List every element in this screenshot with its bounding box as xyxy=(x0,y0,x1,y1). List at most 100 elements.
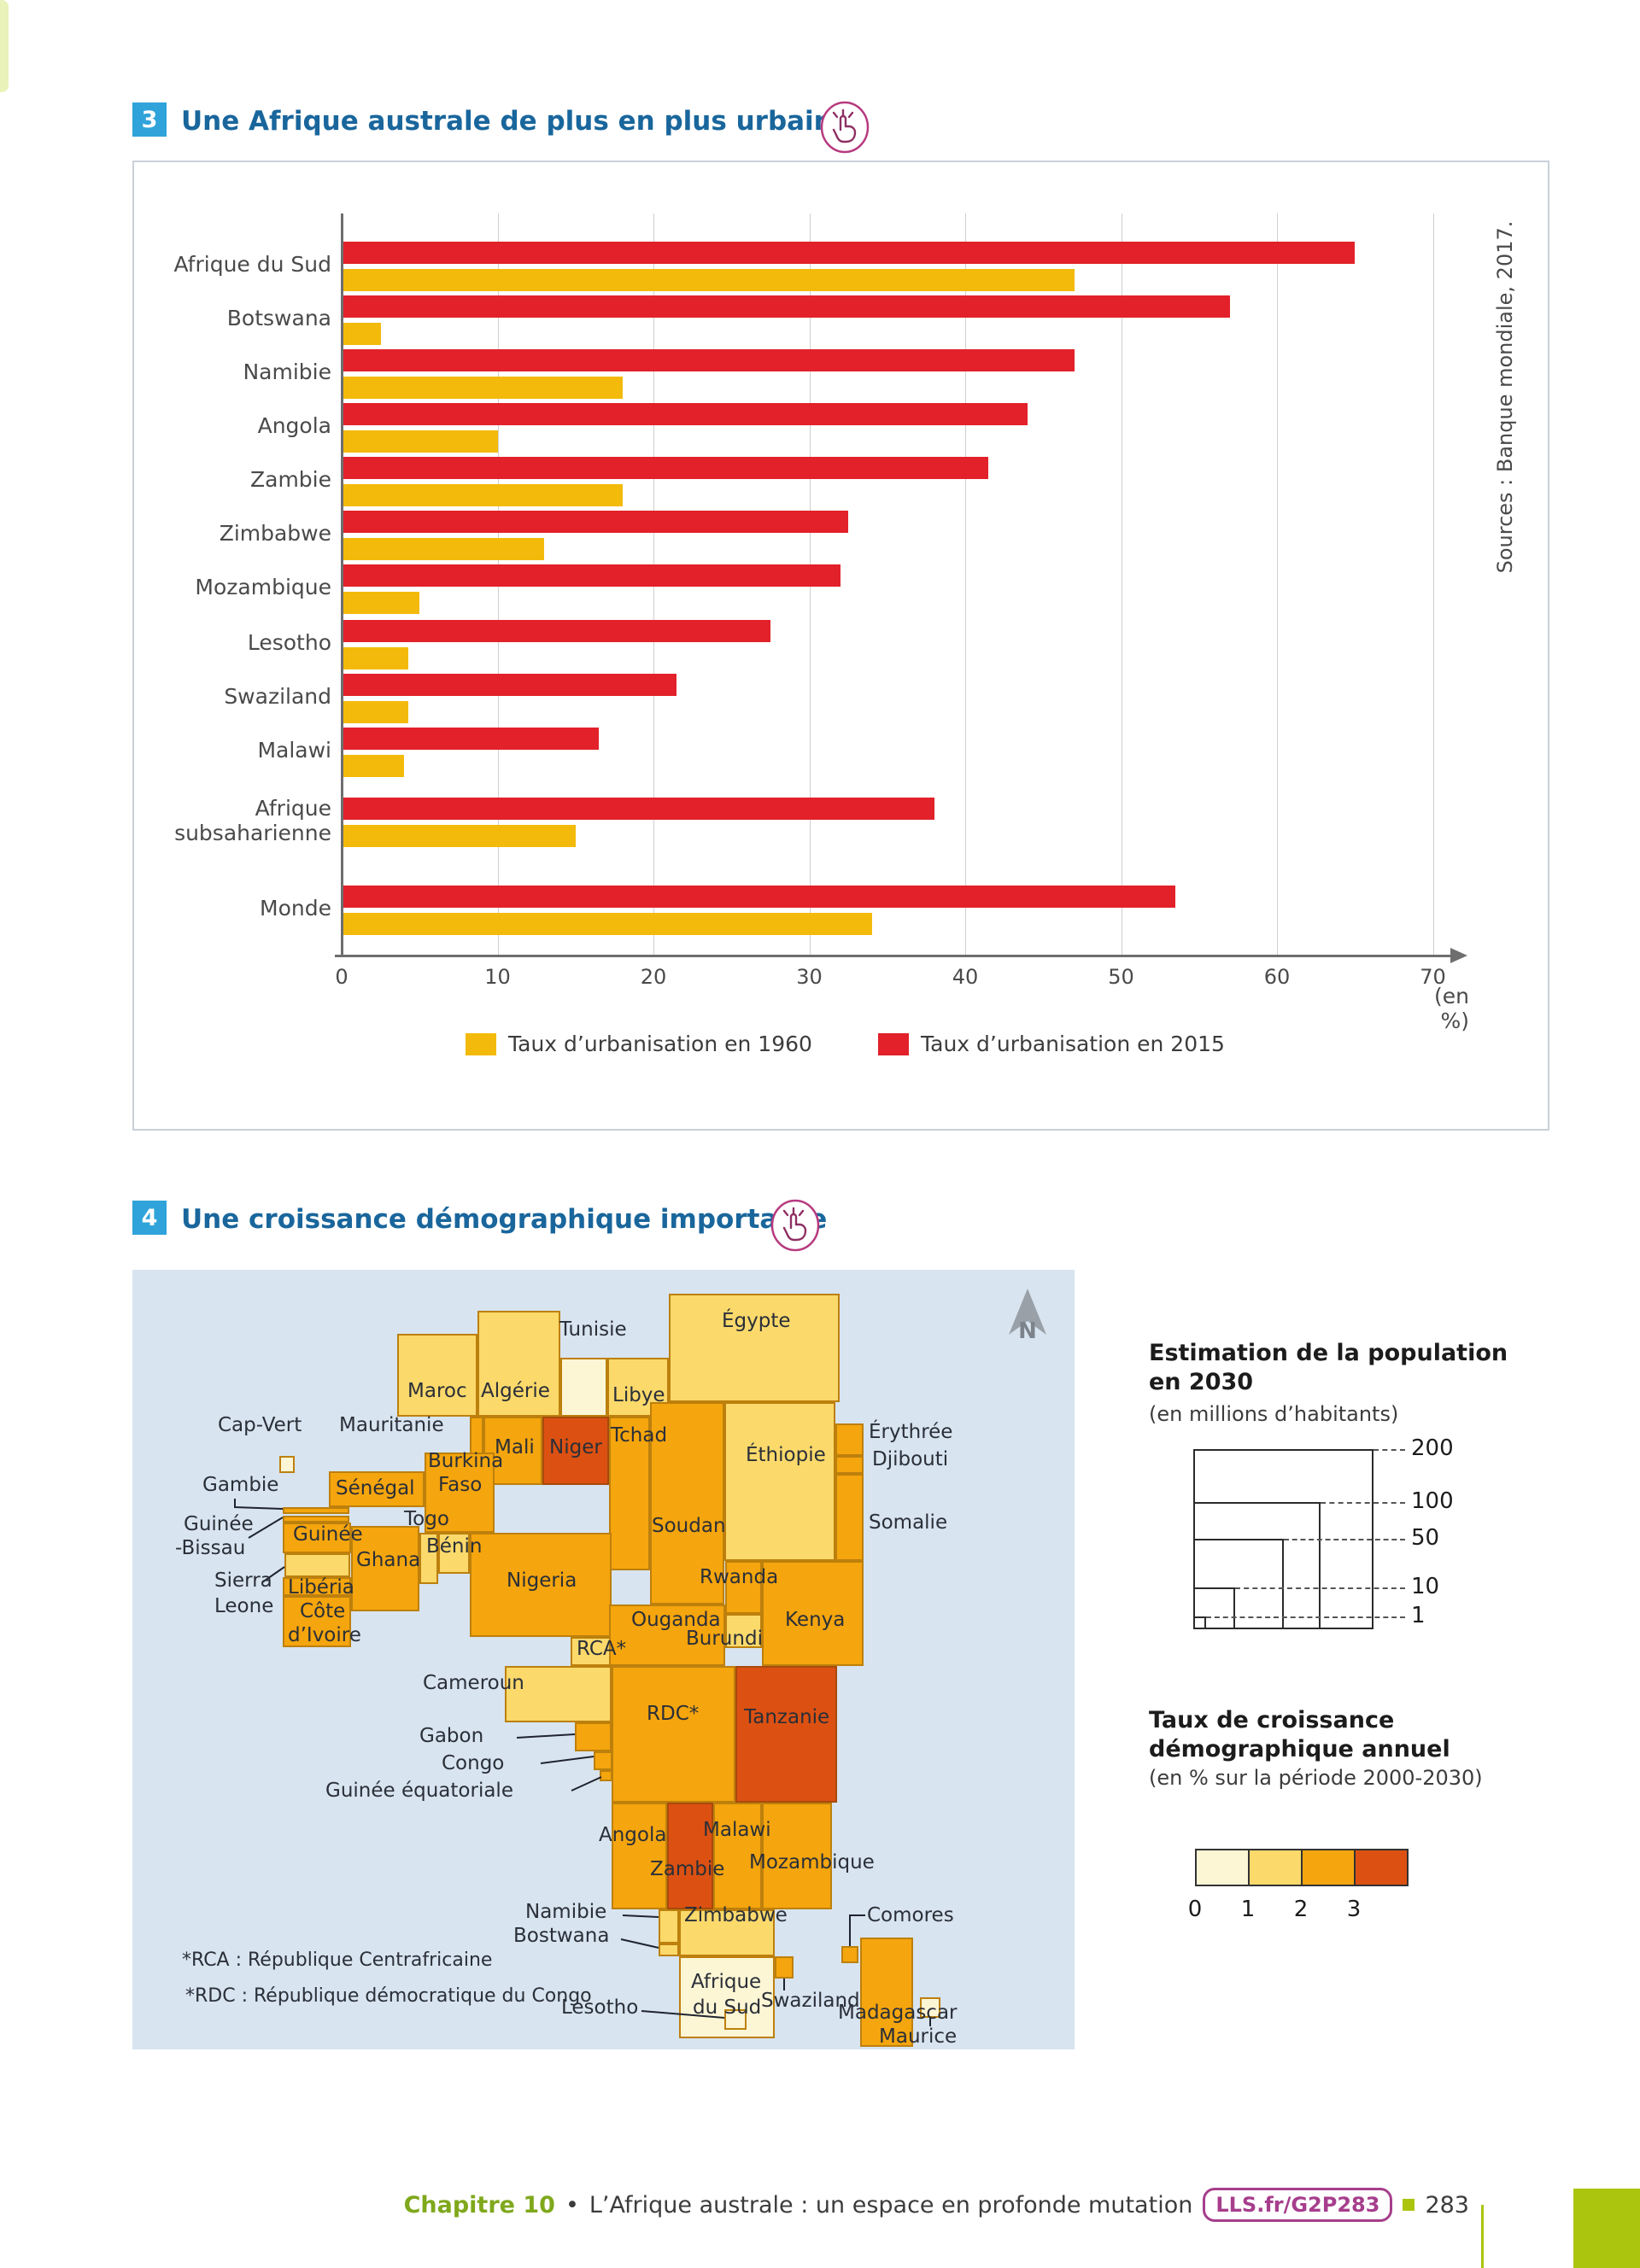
map-label: Lesotho xyxy=(561,1996,639,2019)
axis-unit-label: (en %) xyxy=(1434,984,1469,1033)
leader-line xyxy=(248,1517,284,1539)
country-rect-gabon xyxy=(575,1722,612,1751)
country-rect-kenya xyxy=(762,1561,864,1666)
map-label: Ghana xyxy=(356,1549,421,1571)
country-rect-gambie xyxy=(283,1507,349,1514)
footnote-rca: *RCA : République Centrafricaine xyxy=(182,1949,493,1971)
north-arrow-icon: N xyxy=(1009,1289,1046,1342)
x-axis-tick: 30 xyxy=(796,965,823,989)
map-label: Nigeria xyxy=(507,1569,577,1592)
category-label: Namibie xyxy=(243,359,331,384)
country-rect-niger xyxy=(542,1417,609,1485)
map-label: Comores xyxy=(867,1904,954,1926)
map-label: Bostwana xyxy=(513,1925,610,1947)
map-label: Algérie xyxy=(481,1380,550,1402)
country-rect-liberia xyxy=(283,1577,351,1596)
country-rect-rdc xyxy=(612,1666,735,1803)
country-rect-benin xyxy=(438,1533,470,1574)
map-label: Somalie xyxy=(869,1511,948,1534)
interactive-click-icon[interactable] xyxy=(818,101,871,154)
legend-item-2015: Taux d’urbanisation en 2015 xyxy=(878,1032,1225,1056)
map-label: Malawi xyxy=(703,1819,771,1841)
bar-2015-11 xyxy=(342,886,1176,908)
pop-legend-dash xyxy=(1235,1587,1405,1589)
map-label: Guinée xyxy=(293,1523,363,1546)
leader-line xyxy=(571,1776,602,1792)
bar-1960-1 xyxy=(342,323,381,345)
pop-legend-dash xyxy=(1321,1502,1405,1504)
country-rect-cameroun xyxy=(505,1666,612,1722)
legend-swatch-2015 xyxy=(878,1032,909,1055)
pop-legend-value: 200 xyxy=(1411,1435,1454,1461)
country-rect-ghana xyxy=(351,1526,419,1611)
figure3-chart-frame xyxy=(132,161,1549,1131)
map-label: Kenya xyxy=(785,1609,846,1631)
map-label: Leone xyxy=(214,1595,274,1617)
footer-separator: • xyxy=(565,2191,579,2218)
leader-line xyxy=(234,1499,284,1510)
bar-2015-6 xyxy=(342,564,840,587)
footer-chapter-title: L’Afrique australe : un espace en profon… xyxy=(589,2191,1193,2218)
map-label: Libéria xyxy=(288,1576,354,1599)
bar-2015-9 xyxy=(342,728,600,750)
bar-2015-3 xyxy=(342,403,1028,425)
map-label: Faso xyxy=(438,1474,483,1496)
map-label: Libye xyxy=(612,1384,665,1406)
footnote-rdc: *RDC : République démocratique du Congo xyxy=(185,1985,592,2007)
page-footer: Chapitre 10 • L’Afrique australe : un es… xyxy=(404,2188,1469,2222)
country-rect-soudan xyxy=(650,1402,724,1605)
chart-gridline xyxy=(1277,213,1278,955)
map-label: Namibie xyxy=(525,1901,607,1923)
country-rect-ouganda xyxy=(609,1605,725,1666)
page-edge-tab xyxy=(0,0,9,92)
map-label: Sénégal xyxy=(336,1477,415,1499)
category-label: Angola xyxy=(257,413,331,438)
africa-cartogram-map: N Tunisie Maroc Algérie Libye Égypte Cap-Vert… xyxy=(132,1270,1075,2049)
pop-legend-value: 10 xyxy=(1411,1574,1440,1599)
growth-ramp-cell-0 xyxy=(1195,1849,1250,1886)
growth-ramp-tick: 3 xyxy=(1346,1897,1362,1922)
map-label: Zimbabwe xyxy=(684,1904,788,1926)
bar-1960-5 xyxy=(342,538,545,560)
x-axis-arrowhead xyxy=(1450,948,1467,963)
country-rect-rwanda xyxy=(725,1561,762,1614)
growth-ramp-cell-1 xyxy=(1248,1849,1303,1886)
chart-gridline xyxy=(1432,213,1434,955)
x-axis-tick: 50 xyxy=(1108,965,1134,989)
bar-1960-6 xyxy=(342,592,420,614)
figure3-number-badge: 3 xyxy=(132,102,167,137)
lls-link-pill[interactable]: LLS.fr/G2P283 xyxy=(1203,2188,1393,2222)
bar-1960-2 xyxy=(342,377,623,399)
map-label: du Sud xyxy=(693,1996,762,2019)
pop-legend-dash xyxy=(1374,1449,1405,1451)
leader-line xyxy=(622,1914,659,1918)
leader-line xyxy=(620,1938,659,1949)
country-rect-madagascar xyxy=(860,1938,913,2047)
leader-line xyxy=(516,1733,576,1739)
growth-ramp-tick: 2 xyxy=(1293,1897,1309,1922)
pop-legend-square-1 xyxy=(1193,1616,1206,1629)
map-label: Égypte xyxy=(722,1310,791,1332)
country-rect-comores xyxy=(841,1946,858,1963)
pop-legend-dash xyxy=(1206,1616,1405,1618)
interactive-click-icon[interactable] xyxy=(769,1199,822,1252)
map-label: Bénin xyxy=(426,1535,483,1558)
category-label: Afrique du Sud xyxy=(173,252,331,277)
map-label: Ouganda xyxy=(631,1609,721,1631)
pop-legend-square-10 xyxy=(1193,1587,1235,1629)
leader-line xyxy=(540,1756,594,1764)
bar-1960-0 xyxy=(342,269,1075,291)
country-rect-malawi xyxy=(713,1803,762,1909)
map-label: Mali xyxy=(495,1436,535,1458)
pop-legend-value: 50 xyxy=(1411,1525,1440,1551)
legend-swatch-1960 xyxy=(466,1032,496,1055)
country-rect-maroc xyxy=(397,1334,477,1417)
map-label: Angola xyxy=(599,1824,667,1846)
map-label: Rwanda xyxy=(700,1566,779,1588)
map-label: RCA* xyxy=(577,1638,627,1660)
page-number: 283 xyxy=(1425,2191,1469,2218)
x-axis-tick: 0 xyxy=(335,965,348,989)
map-label: Sierra xyxy=(214,1569,272,1592)
page-corner-block xyxy=(1573,2189,1640,2268)
x-axis-tick: 60 xyxy=(1263,965,1291,989)
